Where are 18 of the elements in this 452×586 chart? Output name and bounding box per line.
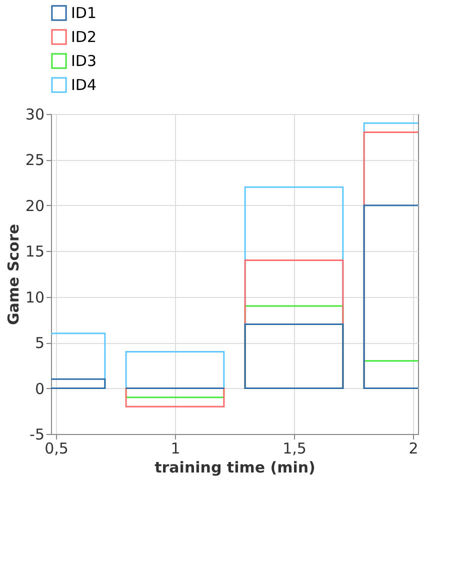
legend-label: ID4 (71, 76, 97, 94)
legend-label: ID1 (71, 4, 97, 22)
y-axis-title: Game Score (4, 224, 22, 326)
y-tick-label: 15 (25, 242, 44, 261)
x-tick-label: 0,5 (44, 440, 68, 458)
y-tick-label: 25 (25, 151, 44, 170)
x-axis-title: training time (min) (154, 458, 316, 476)
y-tick-label: 5 (34, 334, 44, 352)
x-tick-label: 1 (170, 440, 180, 458)
x-tick-label: 2 (408, 440, 418, 458)
y-tick-label: -5 (30, 426, 44, 444)
legend-label: ID2 (71, 28, 97, 46)
y-tick-label: 20 (25, 196, 44, 215)
y-tick-label: 10 (25, 288, 44, 306)
legend-label: ID3 (71, 52, 97, 70)
y-tick-label: 30 (25, 106, 44, 124)
x-tick-label: 1,5 (282, 440, 306, 458)
y-tick-label: 0 (34, 380, 44, 398)
